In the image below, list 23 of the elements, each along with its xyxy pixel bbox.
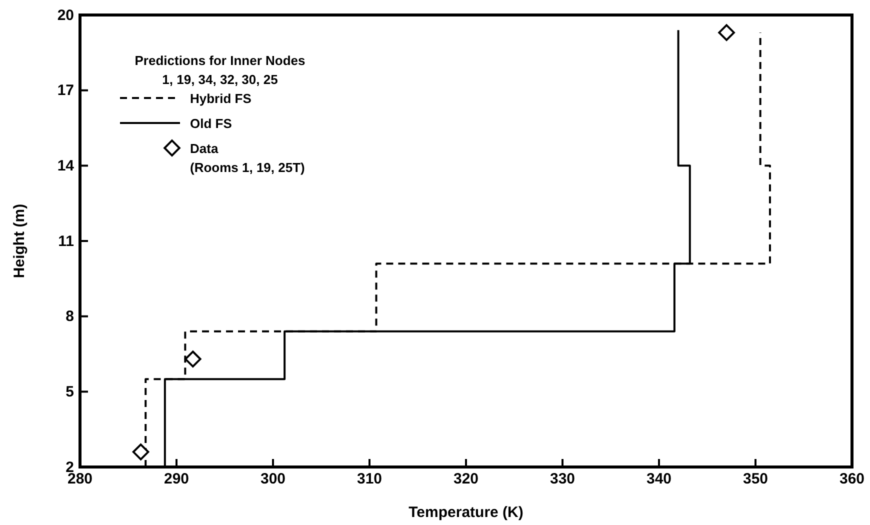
point — [184, 350, 202, 368]
point — [132, 444, 150, 460]
y-tick-label: 8 — [66, 308, 74, 326]
y-tick-label: 5 — [66, 383, 74, 400]
y-tick-label: 20 — [57, 6, 74, 24]
x-tick-label: 330 — [550, 470, 576, 488]
x-tick-label: 290 — [164, 470, 190, 488]
legend-label: Data (Rooms 1, 19, 25T) — [190, 141, 305, 175]
y-tick-label: 11 — [58, 232, 74, 250]
x-tick-label: 320 — [453, 470, 479, 488]
x-tick-label: 340 — [646, 470, 672, 488]
x-axis-title: Temperature (K) — [408, 504, 524, 521]
point — [718, 24, 735, 41]
x-tick-label: 310 — [356, 470, 382, 488]
y-axis-title: Height (m) — [11, 204, 28, 278]
legend-title: Predictions for Inner Nodes 1, 19, 34, 32, 30, 25 — [134, 53, 306, 87]
x-tick-label: 300 — [260, 470, 286, 488]
y-tick-label: 17 — [57, 82, 74, 100]
legend-label: Hybrid FS — [190, 91, 252, 106]
legend-label: Old FS — [190, 116, 232, 131]
x-tick-label: 350 — [742, 470, 768, 488]
x-tick-label: 360 — [839, 470, 865, 488]
y-tick-label: 14 — [57, 157, 75, 174]
